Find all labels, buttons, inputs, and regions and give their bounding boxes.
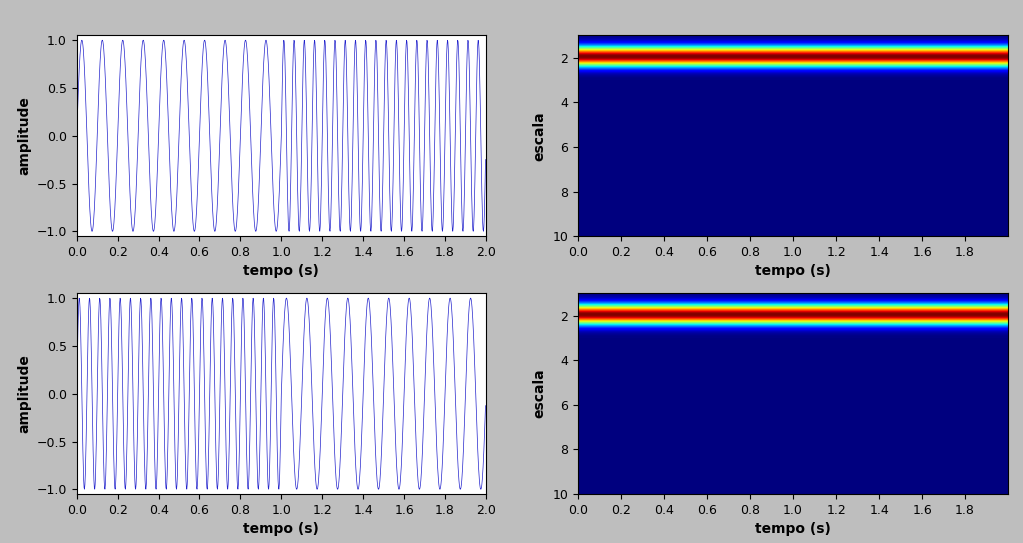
X-axis label: tempo (s): tempo (s) (243, 264, 319, 279)
Y-axis label: escala: escala (533, 369, 547, 419)
X-axis label: tempo (s): tempo (s) (755, 264, 831, 279)
Y-axis label: amplitude: amplitude (17, 354, 31, 433)
Y-axis label: amplitude: amplitude (17, 96, 31, 175)
X-axis label: tempo (s): tempo (s) (243, 522, 319, 536)
X-axis label: tempo (s): tempo (s) (755, 522, 831, 536)
Y-axis label: escala: escala (533, 111, 547, 161)
